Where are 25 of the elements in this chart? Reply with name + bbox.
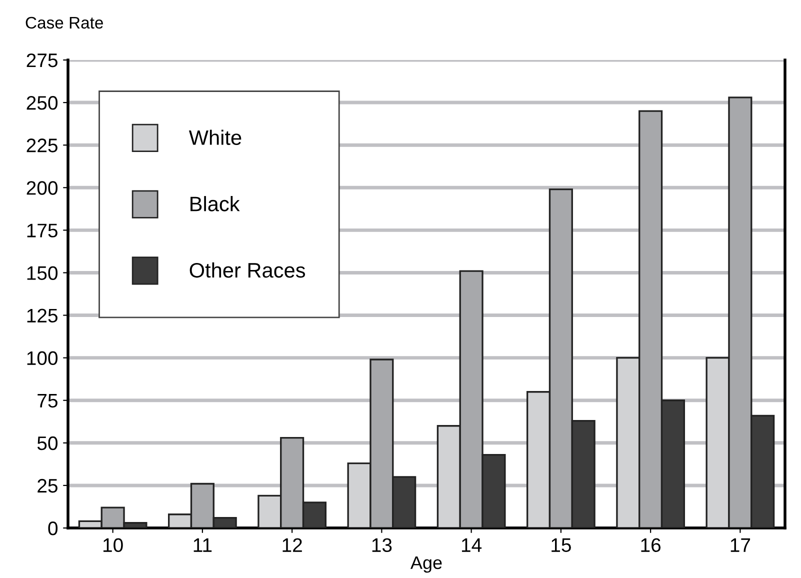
y-tick-label: 200 xyxy=(26,181,58,195)
x-tick-label: 13 xyxy=(372,538,392,552)
x-tick-label: 14 xyxy=(462,538,482,552)
y-tick-label: 225 xyxy=(26,138,58,152)
x-tick-label: 17 xyxy=(730,538,750,552)
x-tick-label: 11 xyxy=(194,538,212,552)
y-tick-label: 150 xyxy=(27,266,58,280)
x-tick-label: 15 xyxy=(552,538,571,552)
x-tick-label: 12 xyxy=(282,538,302,552)
y-tick-label: 50 xyxy=(37,436,58,450)
y-tick-label: 25 xyxy=(38,478,58,493)
y-tick-label: 275 xyxy=(26,53,58,68)
legend-label: White xyxy=(188,130,242,145)
y-tick-label: 125 xyxy=(27,308,58,323)
y-tick-label: 100 xyxy=(27,351,58,366)
y-tick-label: 250 xyxy=(26,96,58,110)
x-tick-label: 16 xyxy=(641,538,661,552)
legend-label: Black xyxy=(190,196,240,212)
y-tick-label: 75 xyxy=(38,394,58,408)
x-tick-label: 10 xyxy=(103,538,123,552)
legend-label: Other Races xyxy=(190,262,306,278)
y-tick-label: 0 xyxy=(48,521,58,536)
y-axis-title: Case Rate xyxy=(26,16,103,29)
y-tick-label: 175 xyxy=(27,224,58,238)
x-axis-title: Age xyxy=(410,556,442,573)
